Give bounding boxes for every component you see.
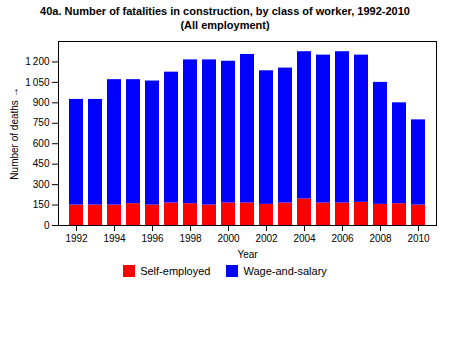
svg-text:0: 0 [44,220,50,231]
html-text:40a. Number of fatalities in c: 40a. Number of fatalities in constructio… [40,5,410,17]
html-text:Self-employed: Self-employed [140,265,211,278]
svg-text:Number of deaths →: Number of deaths → [9,88,20,180]
svg-text:300: 300 [33,179,50,190]
svg-text:1992: 1992 [65,233,88,244]
html-text:Wage-and-salary: Wage-and-salary [243,265,327,278]
svg-text:2010: 2010 [407,233,430,244]
svg-text:600: 600 [33,138,50,149]
svg-text:1994: 1994 [103,233,126,244]
svg-text:2006: 2006 [331,233,354,244]
html-text:(All employment): (All employment) [180,19,270,32]
svg-text:750: 750 [33,118,50,129]
svg-text:450: 450 [33,159,50,170]
svg-text:2002: 2002 [255,233,278,244]
svg-text:Year: Year [237,249,258,260]
svg-text:2008: 2008 [369,233,392,244]
svg-text:150: 150 [33,200,50,211]
svg-text:1996: 1996 [141,233,164,244]
svg-text:2000: 2000 [217,233,240,244]
svg-text:1 050: 1 050 [25,77,50,88]
svg-text:2004: 2004 [293,233,316,244]
svg-text:900: 900 [33,97,50,108]
svg-text:1 200: 1 200 [25,56,50,67]
svg-text:1998: 1998 [179,233,202,244]
